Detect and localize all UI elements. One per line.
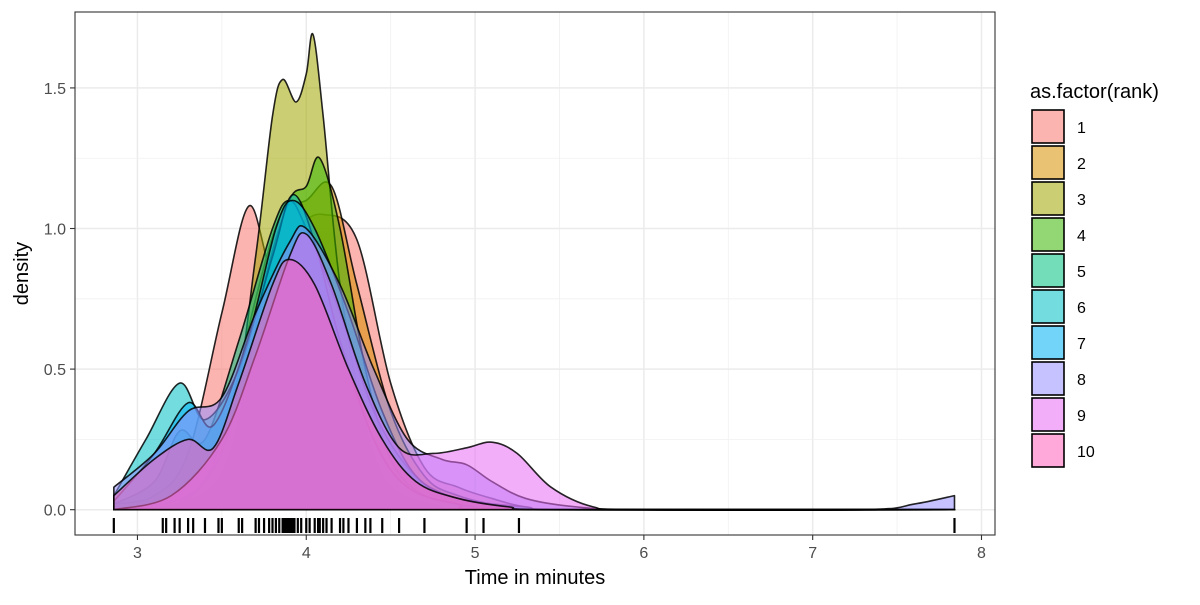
legend-key-rank-6 bbox=[1031, 289, 1065, 324]
legend-label-rank-10: 10 bbox=[1077, 444, 1095, 461]
legend-label-rank-6: 6 bbox=[1077, 300, 1086, 317]
legend-label-rank-1: 1 bbox=[1077, 120, 1086, 137]
x-tick-label: 4 bbox=[302, 545, 311, 562]
legend-label-rank-7: 7 bbox=[1077, 336, 1086, 353]
y-tick-label: 0.0 bbox=[44, 503, 66, 520]
legend-key-rank-8 bbox=[1031, 361, 1065, 396]
density-areas bbox=[113, 32, 956, 512]
legend-key-rank-1 bbox=[1031, 109, 1065, 144]
x-tick-label: 7 bbox=[808, 545, 817, 562]
legend-label-rank-5: 5 bbox=[1077, 264, 1086, 281]
legend-key-rank-9 bbox=[1031, 397, 1065, 432]
y-tick-label: 0.5 bbox=[44, 362, 66, 379]
legend-key-rank-5 bbox=[1031, 253, 1065, 288]
legend: as.factor(rank) 1 2 3 4 5 6 7 8 9 10 bbox=[1030, 81, 1159, 468]
legend-key-rank-7 bbox=[1031, 325, 1065, 360]
legend-key-rank-3 bbox=[1031, 181, 1065, 216]
y-axis-title: density bbox=[11, 242, 33, 305]
legend-key-rank-2 bbox=[1031, 145, 1065, 180]
rug-marks bbox=[112, 518, 956, 533]
legend-label-rank-2: 2 bbox=[1077, 156, 1086, 173]
legend-key-rank-10 bbox=[1031, 433, 1065, 468]
density-area-rank-10 bbox=[113, 258, 956, 511]
x-tick-label: 3 bbox=[133, 545, 142, 562]
x-axis-title: Time in minutes bbox=[465, 567, 605, 589]
legend-key-rank-4 bbox=[1031, 217, 1065, 252]
x-tick-label: 6 bbox=[639, 545, 648, 562]
legend-title: as.factor(rank) bbox=[1030, 81, 1159, 103]
panel-border bbox=[74, 11, 996, 536]
legend-label-rank-8: 8 bbox=[1077, 372, 1086, 389]
y-tick-label: 1.5 bbox=[44, 81, 66, 98]
y-tick-label: 1.0 bbox=[44, 222, 66, 239]
axes: 3 4 5 6 7 8 0.0 0.5 1.0 1.5 bbox=[44, 81, 986, 562]
legend-items: 1 2 3 4 5 6 7 8 9 10 bbox=[1031, 109, 1095, 468]
legend-label-rank-4: 4 bbox=[1077, 228, 1086, 245]
x-tick-label: 5 bbox=[471, 545, 480, 562]
legend-label-rank-3: 3 bbox=[1077, 192, 1086, 209]
x-tick-label: 8 bbox=[977, 545, 986, 562]
legend-label-rank-9: 9 bbox=[1077, 408, 1086, 425]
